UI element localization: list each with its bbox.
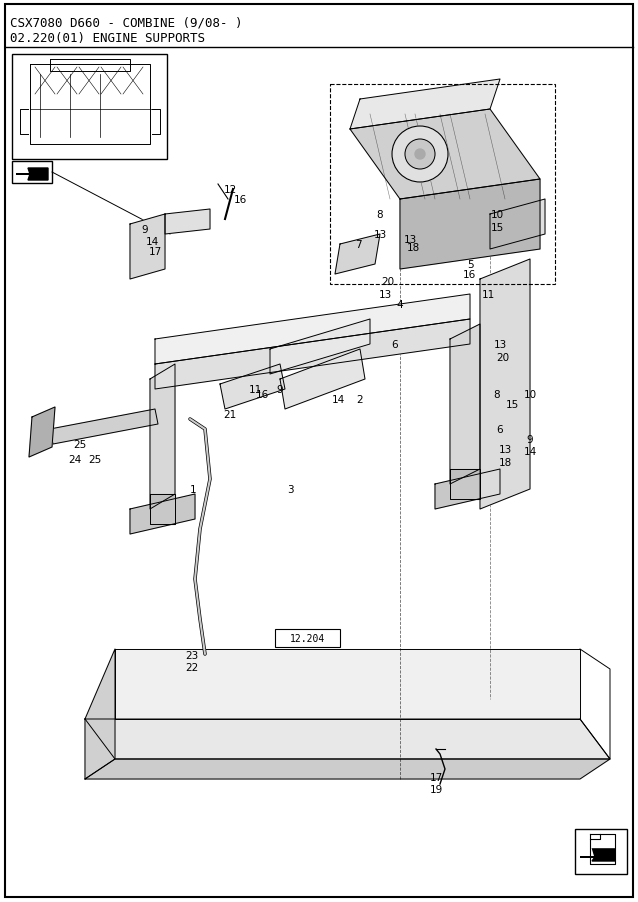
Text: 02.220(01) ENGINE SUPPORTS: 02.220(01) ENGINE SUPPORTS — [10, 32, 205, 45]
Polygon shape — [450, 469, 480, 500]
Text: 20: 20 — [496, 353, 510, 363]
Polygon shape — [350, 80, 500, 130]
Text: 14: 14 — [331, 394, 345, 405]
Polygon shape — [580, 847, 615, 861]
Text: 16: 16 — [234, 195, 247, 205]
Text: 15: 15 — [491, 223, 503, 233]
Text: 9: 9 — [142, 225, 148, 235]
Text: 14: 14 — [523, 446, 537, 456]
Text: 15: 15 — [505, 400, 519, 410]
Text: 17: 17 — [429, 772, 443, 782]
Text: 25: 25 — [89, 455, 101, 465]
Polygon shape — [435, 469, 500, 510]
Text: 17: 17 — [149, 247, 161, 257]
Text: 6: 6 — [392, 340, 398, 350]
Text: 9: 9 — [527, 435, 533, 445]
Text: 18: 18 — [498, 457, 512, 467]
Polygon shape — [335, 235, 380, 275]
Text: 16: 16 — [255, 390, 269, 400]
Polygon shape — [29, 408, 55, 457]
Text: 9: 9 — [277, 384, 283, 394]
Circle shape — [415, 150, 425, 160]
Text: 12.204: 12.204 — [290, 633, 325, 643]
Polygon shape — [85, 649, 115, 779]
Text: 10: 10 — [523, 390, 537, 400]
Text: 18: 18 — [406, 243, 420, 253]
Text: 11: 11 — [248, 384, 262, 394]
Polygon shape — [16, 169, 48, 180]
Polygon shape — [85, 719, 610, 759]
Text: 22: 22 — [186, 662, 198, 672]
Bar — [12, 55, 167, 160]
Polygon shape — [130, 215, 165, 280]
Bar — [275, 630, 340, 648]
Text: 8: 8 — [376, 210, 383, 220]
Text: 11: 11 — [482, 290, 494, 299]
Text: 20: 20 — [382, 277, 394, 287]
Text: 25: 25 — [73, 439, 87, 449]
Text: 23: 23 — [186, 650, 198, 660]
Polygon shape — [350, 110, 540, 199]
Text: 13: 13 — [378, 290, 392, 299]
Text: 3: 3 — [286, 484, 293, 494]
Polygon shape — [280, 350, 365, 410]
Polygon shape — [150, 364, 175, 510]
Polygon shape — [590, 834, 615, 847]
Text: 21: 21 — [223, 410, 237, 419]
Polygon shape — [50, 410, 158, 445]
Polygon shape — [155, 295, 470, 364]
Text: 6: 6 — [497, 425, 503, 435]
Text: 12: 12 — [223, 185, 237, 195]
Text: 16: 16 — [463, 270, 475, 280]
Text: 13: 13 — [493, 340, 507, 350]
Polygon shape — [270, 319, 370, 374]
Polygon shape — [490, 199, 545, 250]
Text: 1: 1 — [189, 484, 197, 494]
Text: 24: 24 — [68, 455, 82, 465]
Bar — [12, 161, 52, 184]
Circle shape — [405, 140, 435, 170]
Text: 4: 4 — [397, 299, 403, 309]
Text: 13: 13 — [373, 230, 387, 240]
Polygon shape — [150, 494, 175, 524]
Text: 10: 10 — [491, 210, 503, 220]
Text: 19: 19 — [429, 784, 443, 794]
Bar — [575, 829, 627, 874]
Polygon shape — [115, 649, 580, 719]
Text: 7: 7 — [355, 240, 361, 250]
Text: 8: 8 — [494, 390, 500, 400]
Text: CSX7080 D660 - COMBINE (9/08- ): CSX7080 D660 - COMBINE (9/08- ) — [10, 16, 242, 29]
Polygon shape — [220, 364, 285, 410]
Text: 2: 2 — [357, 394, 363, 405]
Bar — [330, 85, 555, 285]
Polygon shape — [155, 319, 470, 390]
Polygon shape — [85, 759, 610, 779]
Circle shape — [392, 127, 448, 183]
Polygon shape — [130, 494, 195, 534]
Polygon shape — [400, 179, 540, 270]
Polygon shape — [480, 260, 530, 510]
Text: 13: 13 — [403, 235, 417, 244]
Text: 14: 14 — [145, 236, 159, 247]
Text: 5: 5 — [466, 260, 473, 270]
Text: 13: 13 — [498, 445, 512, 455]
Polygon shape — [450, 325, 480, 484]
Polygon shape — [165, 210, 210, 235]
